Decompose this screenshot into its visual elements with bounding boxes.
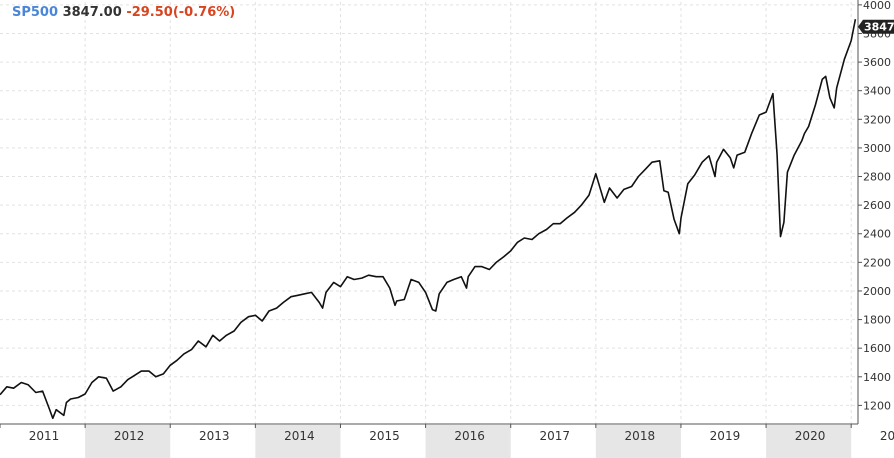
- y-tick-label: 3200: [863, 113, 891, 126]
- y-tick-label: 2000: [863, 285, 891, 298]
- x-tick-label: 2014: [284, 429, 315, 443]
- x-tick-label: 2015: [369, 429, 400, 443]
- year-band: [255, 425, 341, 458]
- year-band: [766, 425, 852, 458]
- last-price-badge-label: 3847: [864, 21, 894, 34]
- x-tick-label: 2018: [625, 429, 656, 443]
- last-price-label: 3847.00: [62, 5, 122, 20]
- grid-lines: [0, 2, 858, 424]
- x-tick-label: 2013: [199, 429, 230, 443]
- year-band: [425, 425, 511, 458]
- x-tick-label: 2020: [795, 429, 826, 443]
- y-tick-label: 4000: [863, 0, 891, 12]
- x-tick-label: 2017: [539, 429, 570, 443]
- y-tick-label: 2600: [863, 199, 891, 212]
- y-tick-label: 1800: [863, 314, 891, 327]
- year-band: [595, 425, 681, 458]
- y-tick-label: 2200: [863, 256, 891, 269]
- y-tick-label: 2800: [863, 171, 891, 184]
- y-tick-label: 3400: [863, 85, 891, 98]
- x-axis-ticks: 2011 2012 2013 2014 2015 2016 2017 2018 2019 2020…: [0, 424, 894, 443]
- y-tick-label: 1400: [863, 371, 891, 384]
- last-price-badge-bg: [858, 19, 894, 34]
- y-tick-label: 2400: [863, 228, 891, 241]
- y-tick-label: 3600: [863, 56, 891, 69]
- price-line: [0, 19, 857, 420]
- quote-header: SP500 3847.00 -29.50(-0.76%): [12, 5, 235, 20]
- x-tick-label: 2021: [880, 429, 894, 443]
- axis-frame: [0, 0, 859, 425]
- x-tick-label: 2011: [29, 429, 60, 443]
- year-bands: [85, 425, 852, 458]
- x-tick-label: 2019: [710, 429, 741, 443]
- price-series: [0, 19, 857, 420]
- y-tick-label: 1600: [863, 342, 891, 355]
- x-tick-label: 2012: [114, 429, 145, 443]
- y-axis-ticks: 1200 1400 1600 1800 2000 2200 2400 2600 2800 3000…: [858, 0, 891, 412]
- year-band: [85, 425, 171, 458]
- symbol-label: SP500: [12, 5, 59, 20]
- x-tick-label: 2016: [454, 429, 485, 443]
- y-tick-label: 3000: [863, 142, 891, 155]
- last-price-badge: 3847: [858, 19, 894, 34]
- change-label: -29.50(-0.76%): [126, 5, 236, 20]
- y-tick-label: 1200: [863, 399, 891, 412]
